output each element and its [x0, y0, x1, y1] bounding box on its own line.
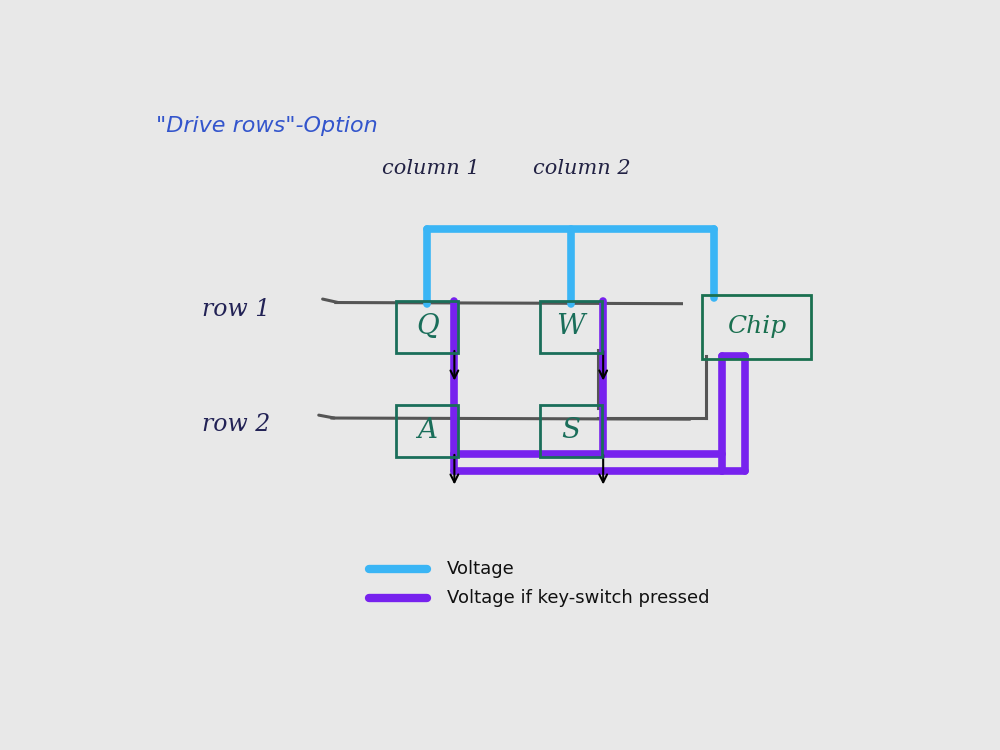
- Text: Voltage: Voltage: [447, 560, 514, 578]
- Text: A: A: [417, 417, 437, 444]
- Text: Voltage if key-switch pressed: Voltage if key-switch pressed: [447, 590, 709, 608]
- Text: S: S: [561, 417, 580, 444]
- Text: row 1: row 1: [202, 298, 271, 321]
- Text: Q: Q: [416, 314, 439, 340]
- Text: column 2: column 2: [533, 159, 631, 178]
- Text: Chip: Chip: [727, 315, 786, 338]
- Text: "Drive rows"-Option: "Drive rows"-Option: [156, 116, 378, 136]
- Text: column 1: column 1: [382, 159, 480, 178]
- Text: W: W: [556, 314, 585, 340]
- Text: row 2: row 2: [202, 413, 271, 436]
